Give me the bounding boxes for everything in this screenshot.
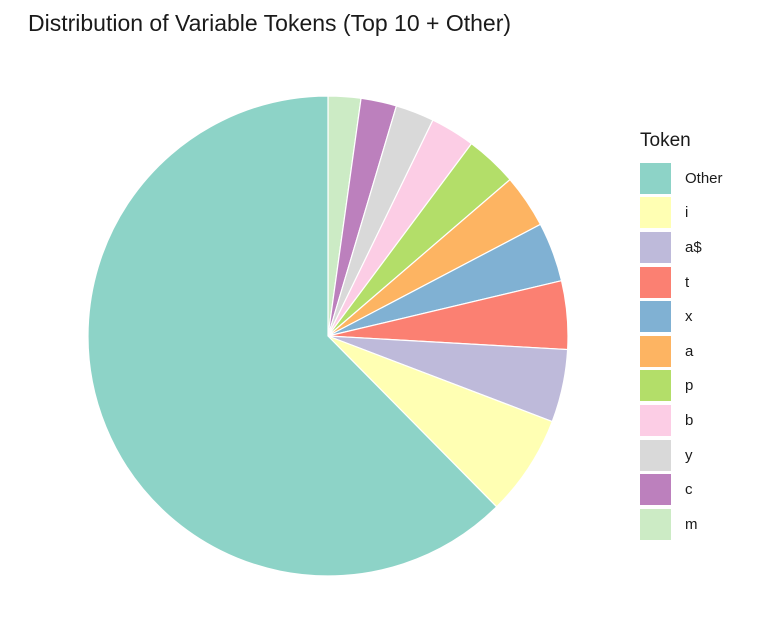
- legend-item-c: c: [640, 472, 723, 507]
- legend-swatch: [640, 231, 671, 263]
- chart-title: Distribution of Variable Tokens (Top 10 …: [28, 10, 512, 36]
- legend-swatch: [640, 197, 671, 229]
- legend-swatch: [640, 439, 671, 471]
- legend-swatch: [640, 474, 671, 506]
- legend-items: Other i a$ t x a p b y c m: [640, 161, 723, 542]
- legend-label: c: [685, 481, 693, 499]
- pie-slices: [87, 95, 569, 577]
- legend-label: a: [685, 342, 694, 360]
- legend-label: m: [685, 515, 698, 533]
- legend-swatch: [640, 266, 671, 298]
- legend-swatch: [640, 301, 671, 333]
- legend-swatch: [640, 370, 671, 402]
- legend-label: b: [685, 411, 694, 429]
- legend: Token Other i a$ t x a p b y c m: [640, 130, 723, 542]
- legend-item-y: y: [640, 438, 723, 473]
- legend-swatch: [640, 404, 671, 436]
- legend-title: Token: [640, 130, 691, 151]
- legend-item-m: m: [640, 507, 723, 542]
- legend-item-x: x: [640, 299, 723, 334]
- legend-item-i: i: [640, 196, 723, 231]
- legend-label: Other: [685, 169, 723, 187]
- legend-item-p: p: [640, 369, 723, 404]
- legend-label: i: [685, 204, 689, 222]
- legend-label: x: [685, 308, 693, 326]
- legend-swatch: [640, 508, 671, 540]
- legend-label: t: [685, 273, 690, 291]
- legend-item-a: a: [640, 334, 723, 369]
- legend-item-t: t: [640, 265, 723, 300]
- legend-item-a-dollar: a$: [640, 230, 723, 265]
- pie-slice-other: [87, 95, 498, 577]
- legend-item-other: Other: [640, 161, 723, 196]
- legend-swatch: [640, 335, 671, 367]
- legend-label: a$: [685, 238, 702, 256]
- legend-label: p: [685, 377, 694, 395]
- legend-label: y: [685, 446, 693, 464]
- legend-item-b: b: [640, 403, 723, 438]
- legend-swatch: [640, 162, 671, 194]
